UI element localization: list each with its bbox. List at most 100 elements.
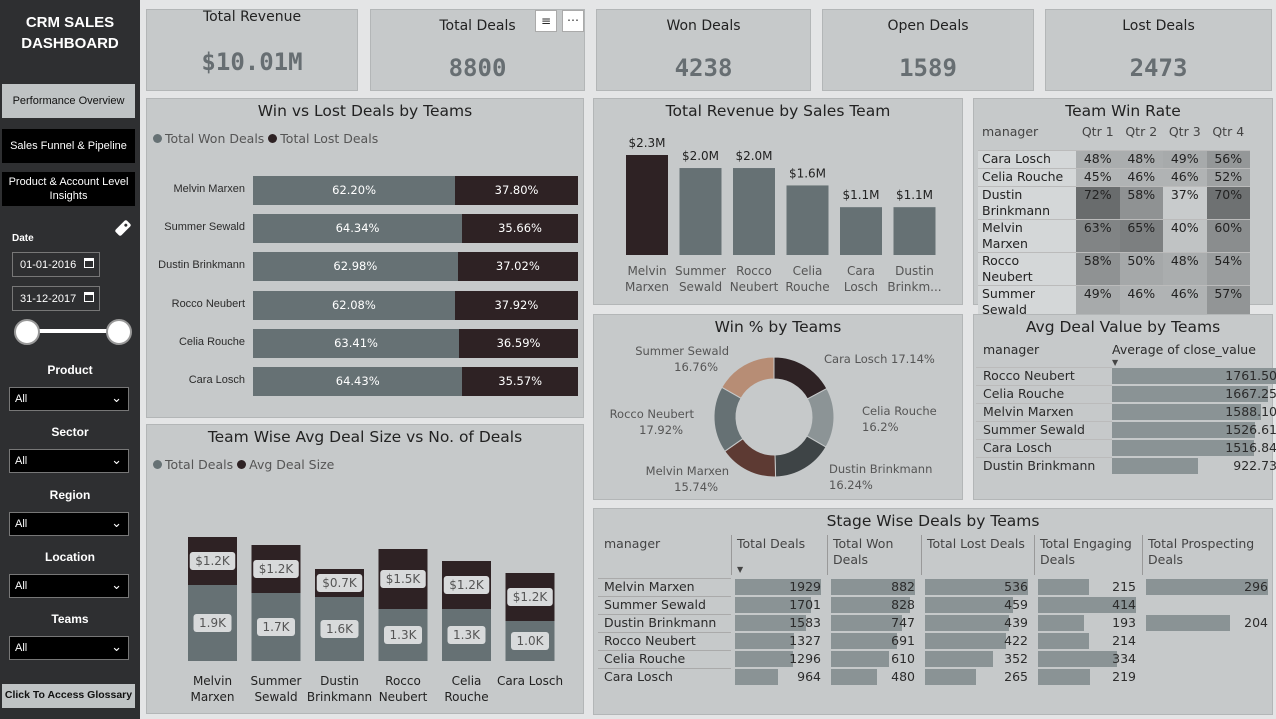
calendar-icon[interactable] xyxy=(84,292,94,302)
calendar-icon[interactable] xyxy=(84,258,94,268)
matrix-row: Celia Rouche 45% 46% 46% 52% xyxy=(978,167,1250,186)
col-divider xyxy=(731,535,732,575)
win-rate-cell: 57% xyxy=(1206,284,1250,318)
date-slider-start-handle[interactable] xyxy=(14,319,40,345)
row-divider xyxy=(976,367,1112,385)
date-from-input[interactable]: 01-01-2016 xyxy=(12,252,100,277)
deals-label-bg xyxy=(447,626,486,644)
region-filter-dropdown[interactable]: All ⌄ xyxy=(9,512,129,536)
sort-arrow-icon[interactable]: ▼ xyxy=(737,565,744,574)
kpi-open-deals: Open Deals 1589 xyxy=(822,9,1034,91)
win-vs-lost-panel: Win vs Lost Deals by Teams Total Won Dea… xyxy=(146,98,584,418)
value-bar xyxy=(1112,458,1199,474)
deals-label: 1.0K xyxy=(517,634,545,648)
sector-filter-dropdown[interactable]: All ⌄ xyxy=(9,449,129,473)
deals-label-bg xyxy=(384,626,422,644)
won-bar: 64.43% xyxy=(253,367,463,396)
revenue-bar xyxy=(893,207,936,255)
revenue-bar-chart: $2.3M Melvin Marxen $2.0M Summer Sewald $2.0M R… xyxy=(625,136,942,294)
nav-performance-overview[interactable]: Performance Overview xyxy=(2,84,135,118)
row-divider xyxy=(598,614,731,632)
team-win-rate-panel: Team Win Rate manager Qtr 1 Qtr 2 Qtr 3 Qtr … xyxy=(973,98,1273,318)
date-slider-track[interactable] xyxy=(26,329,120,333)
col-header-manager: manager xyxy=(983,342,1040,357)
team-name: Summer xyxy=(675,264,726,278)
deals-label-bg xyxy=(257,618,295,636)
value-bar xyxy=(1038,651,1118,667)
sector-filter-label: Sector xyxy=(51,425,89,439)
win-rate-cell: 46% xyxy=(1163,284,1207,318)
slice-label: Dustin Brinkmann xyxy=(829,462,932,476)
location-filter-dropdown[interactable]: All ⌄ xyxy=(9,574,129,598)
teams-filter-label: Teams xyxy=(51,612,89,626)
col-header: Total Lost Deals xyxy=(927,536,1025,551)
cell-value: 1296 xyxy=(789,651,821,666)
row-value: 1761.50 xyxy=(1225,368,1276,383)
date-slider-end-handle[interactable] xyxy=(106,319,132,345)
team-name: Brinkmann xyxy=(307,690,372,704)
size-label-bg xyxy=(253,560,299,578)
kpi-label: Won Deals xyxy=(666,18,741,34)
win-rate-cell: 52% xyxy=(1206,167,1250,186)
value-bar xyxy=(1112,386,1269,402)
slice-label: Melvin Marxen xyxy=(646,464,729,478)
value-bar xyxy=(1112,368,1276,384)
nav-product-account[interactable]: Product & Account Level Insights xyxy=(2,172,135,206)
panel-title: Win % by Teams xyxy=(714,318,842,336)
value-bar xyxy=(831,651,890,667)
value-bar xyxy=(1038,615,1084,631)
size-label-bg xyxy=(443,576,490,594)
size-label: $1.2K xyxy=(195,554,231,568)
win-rate-cell: 58% xyxy=(1076,251,1120,285)
win-rate-cell: 46% xyxy=(1163,167,1207,186)
revenue-label: $1.1M xyxy=(896,188,933,202)
region-filter-label: Region xyxy=(49,488,91,502)
row-manager: Melvin Marxen xyxy=(604,579,695,594)
deals-label-bg xyxy=(320,620,359,638)
kpi-value: 4238 xyxy=(674,54,733,82)
kpi-label: Lost Deals xyxy=(1122,18,1195,34)
teams-filter-value: All xyxy=(15,642,28,654)
revenue-bar xyxy=(840,207,882,255)
row-divider xyxy=(598,578,731,596)
row-manager: Summer Sewald xyxy=(604,597,706,612)
panel-title: Team Win Rate xyxy=(1065,102,1181,120)
date-to-input[interactable]: 31-12-2017 xyxy=(12,286,100,311)
cell-value: 193 xyxy=(1112,615,1136,630)
revenue-label: $2.0M xyxy=(682,149,719,163)
win-rate-cell: 46% xyxy=(1119,167,1163,186)
row-divider xyxy=(976,457,1112,475)
win-rate-cell: 58% xyxy=(1119,185,1163,219)
col-header-average: Average of close_value xyxy=(1112,342,1256,357)
size-label-bg xyxy=(316,574,363,592)
size-label-bg xyxy=(189,552,236,570)
matrix-header: Qtr 3 xyxy=(1168,124,1201,139)
donut-slice xyxy=(721,356,775,399)
sidebar: CRM SALES DASHBOARD Performance Overview… xyxy=(0,0,140,719)
cell-value: 964 xyxy=(797,669,821,684)
team-name: Celia xyxy=(452,674,482,688)
win-rate-cell: 54% xyxy=(1206,251,1250,285)
filter-icon[interactable]: ≡ xyxy=(535,10,557,32)
sort-arrow-icon[interactable]: ▼ xyxy=(1112,358,1119,367)
team-name: Rocco xyxy=(385,674,421,688)
teams-filter-dropdown[interactable]: All ⌄ xyxy=(9,636,129,660)
deals-label-bg xyxy=(511,632,549,650)
win-rate-matrix: manager Qtr 1 Qtr 2 Qtr 3 Qtr 4 Cara Losch 48%… xyxy=(978,124,1250,318)
win-rate-cell: 63% xyxy=(1076,218,1120,252)
cell-value: 214 xyxy=(1112,633,1136,648)
product-filter-dropdown[interactable]: All ⌄ xyxy=(9,387,129,411)
nav-sales-funnel[interactable]: Sales Funnel & Pipeline xyxy=(2,129,135,163)
value-bar xyxy=(735,615,806,631)
team-name: Rouche xyxy=(444,690,488,704)
size-label: $1.2K xyxy=(449,578,485,592)
row-divider xyxy=(976,403,1112,421)
col-divider xyxy=(1034,535,1035,575)
col-divider xyxy=(1142,535,1143,575)
region-filter-value: All xyxy=(15,518,28,530)
eraser-icon[interactable] xyxy=(112,217,134,239)
glossary-button[interactable]: Click To Access Glossary xyxy=(2,684,135,708)
cell-value: 536 xyxy=(1004,579,1028,594)
kpi-total-deals: Total Deals 8800 ≡ ⋯ xyxy=(370,9,585,91)
more-options-icon[interactable]: ⋯ xyxy=(562,10,584,32)
